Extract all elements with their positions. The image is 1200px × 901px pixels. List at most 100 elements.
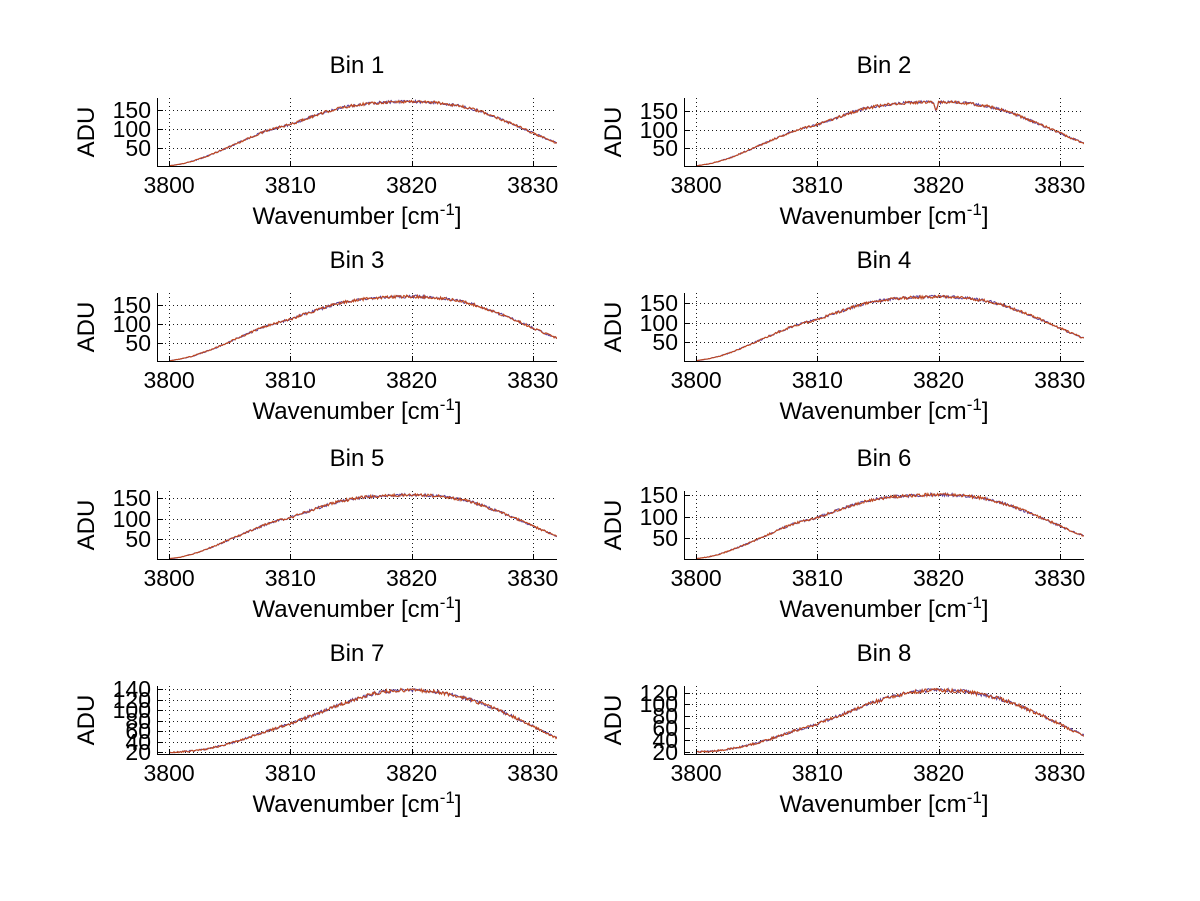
x-tick-label: 3830: [507, 367, 559, 393]
axes-and-ticks: [684, 491, 1084, 560]
y-tick-label: 100: [639, 503, 678, 530]
plot-title: Bin 4: [856, 247, 912, 274]
y-tick-label: 50: [125, 526, 151, 553]
plot-title: Bin 8: [856, 640, 912, 667]
subplot-bin-6: Bin 6 ADU 50 100 150 3800 3810 3820 3830 Wavenumb…: [564, 443, 1104, 635]
x-axis-label-text: Wavenumber [cm: [779, 791, 967, 818]
x-tick-label: 3800: [670, 565, 722, 591]
x-tick-label: 3830: [1034, 367, 1086, 393]
x-axis-label-superscript: -1: [966, 200, 982, 219]
plot-area: [157, 686, 557, 755]
spectrum-line: [696, 99, 1084, 167]
x-axis-label-text: ]: [981, 203, 989, 230]
y-tick-label: 150: [112, 97, 151, 124]
x-tick-label: 3810: [264, 565, 316, 591]
plot-area: [157, 98, 557, 167]
plot-title: Bin 3: [329, 247, 385, 274]
y-tick-label: 150: [112, 291, 151, 318]
subplot-bin-3: Bin 3 ADU 50 100 150 3800 3810 3820 3830 Wavenumb…: [37, 245, 577, 437]
y-tick-label: 100: [112, 505, 151, 532]
x-axis-label-text: ]: [454, 596, 462, 623]
axes-and-ticks: [684, 686, 1084, 755]
subplot-bin-4: Bin 4 ADU 50 100 150 3800 3810 3820 3830 Wavenumb…: [564, 245, 1104, 437]
axes-and-ticks: [157, 491, 557, 560]
y-tick-label: 40: [125, 728, 151, 755]
x-tick-label: 3800: [143, 367, 195, 393]
y-tick-label: 50: [652, 525, 678, 552]
x-tick-label: 3820: [912, 565, 965, 591]
x-tick-label: 3810: [264, 367, 316, 393]
plot-area: [157, 293, 557, 362]
x-axis-label-superscript: -1: [966, 395, 982, 414]
axes-and-ticks: [684, 293, 1084, 362]
x-axis-label-text: ]: [454, 791, 462, 818]
x-tick-label: 3810: [791, 172, 843, 198]
x-tick-label: 3810: [264, 172, 316, 198]
spectrum-line: [169, 99, 557, 167]
subplot-bin-5: Bin 5 ADU 50 100 150 3800 3810 3820 3830 Wavenumb…: [37, 443, 577, 635]
spectrum-line: [168, 293, 557, 362]
y-tick-label: 100: [112, 310, 151, 337]
x-tick-label: 3830: [507, 172, 559, 198]
axes-and-ticks: [684, 98, 1084, 167]
x-axis-label-text: Wavenumber [cm: [779, 398, 967, 425]
x-axis-label-text: Wavenumber [cm: [252, 596, 440, 623]
x-axis-label-text: Wavenumber [cm: [252, 203, 440, 230]
x-tick-label: 3820: [912, 172, 965, 198]
x-tick-label: 3820: [912, 367, 965, 393]
x-tick-label: 3800: [670, 367, 722, 393]
y-tick-label: 20: [652, 739, 678, 766]
y-tick-label: 120: [639, 679, 678, 706]
x-axis-label: Wavenumber [cm-1]: [157, 788, 557, 819]
plot-area: [684, 293, 1084, 362]
x-tick-label: 3820: [385, 760, 438, 786]
x-tick-label: 3820: [912, 760, 965, 786]
x-tick-label: 3820: [385, 367, 438, 393]
plot-area: [684, 491, 1084, 560]
x-axis-label-superscript: -1: [966, 593, 982, 612]
plot-title: Bin 6: [856, 445, 912, 472]
x-tick-label: 3810: [264, 760, 316, 786]
x-axis-label: Wavenumber [cm-1]: [684, 395, 1084, 426]
spectrum-underlay-line: [695, 294, 1084, 362]
y-tick-label: 100: [639, 309, 678, 336]
x-axis-label: Wavenumber [cm-1]: [684, 593, 1084, 624]
x-tick-label: 3800: [670, 172, 722, 198]
x-axis-label: Wavenumber [cm-1]: [157, 395, 557, 426]
y-tick-label: 40: [652, 727, 678, 754]
spectrum-line: [695, 492, 1084, 560]
plot-title: Bin 2: [856, 52, 912, 79]
y-tick-label: 60: [652, 715, 678, 742]
x-tick-label: 3820: [385, 565, 438, 591]
y-tick-label: 150: [639, 98, 678, 125]
x-axis-label-text: ]: [454, 398, 462, 425]
y-tick-label: 50: [125, 329, 151, 356]
x-tick-label: 3810: [791, 367, 843, 393]
spectrum-underlay-line: [696, 491, 1084, 560]
x-tick-label: 3800: [143, 565, 195, 591]
spectrum-underlay-line: [696, 99, 1084, 167]
x-axis-label-superscript: -1: [439, 200, 455, 219]
y-tick-label: 100: [639, 691, 678, 718]
y-tick-label: 100: [112, 116, 151, 143]
y-tick-label: 100: [639, 116, 678, 143]
x-axis-label-text: Wavenumber [cm: [252, 398, 440, 425]
x-tick-label: 3830: [1034, 565, 1086, 591]
spectrum-line: [168, 687, 557, 754]
y-tick-label: 80: [125, 707, 151, 734]
y-tick-label: 120: [112, 686, 151, 713]
y-tick-label: 150: [639, 481, 678, 508]
x-tick-label: 3810: [791, 565, 843, 591]
y-tick-label: 50: [652, 329, 678, 356]
x-axis-label-superscript: -1: [439, 788, 455, 807]
x-tick-label: 3830: [1034, 172, 1086, 198]
plot-area: [157, 491, 557, 560]
x-axis-label: Wavenumber [cm-1]: [684, 200, 1084, 231]
subplot-bin-8: Bin 8 ADU 20 40 60 80 100 120 3800 3810 3820 3830 Wa…: [564, 638, 1104, 830]
axes-and-ticks: [157, 293, 557, 362]
x-axis-label-superscript: -1: [439, 395, 455, 414]
y-tick-label: 50: [125, 135, 151, 162]
x-tick-label: 3830: [507, 760, 559, 786]
subplot-bin-2: Bin 2 ADU 50 100 150 3800 3810 3820 3830 Wavenumb…: [564, 50, 1104, 242]
